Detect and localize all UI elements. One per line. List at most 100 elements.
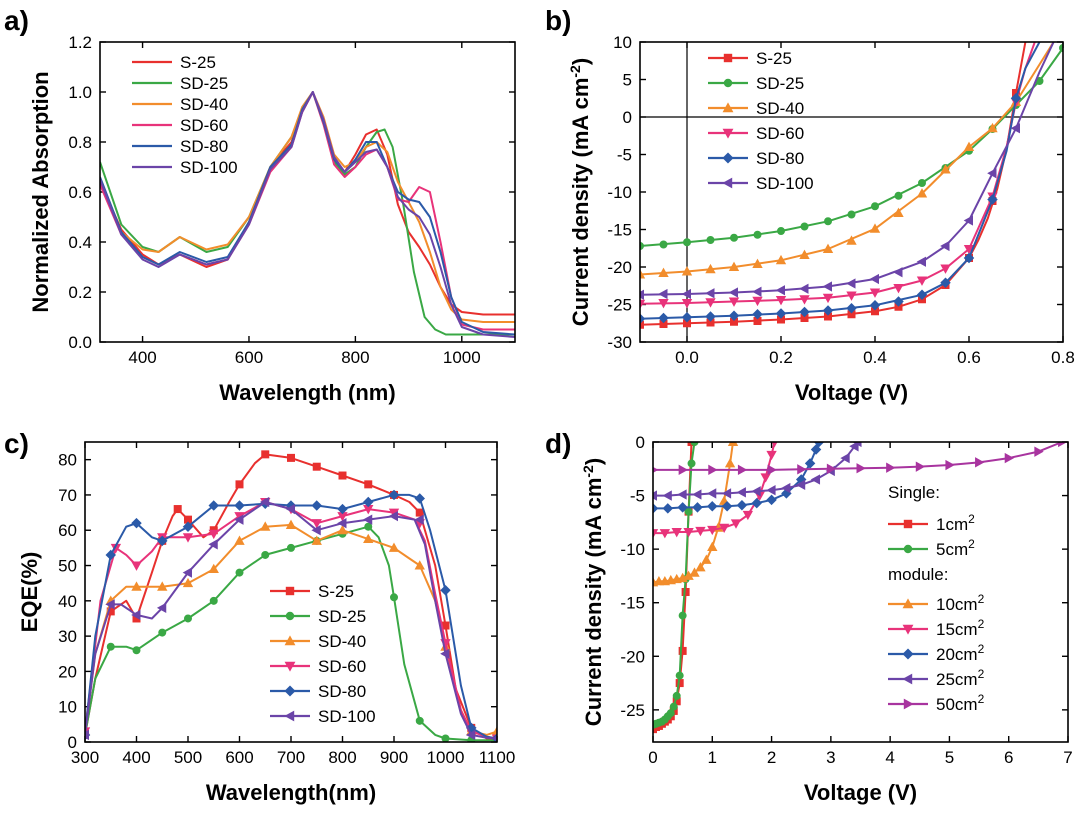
legend-marker	[285, 586, 295, 596]
series-sd-100	[85, 496, 497, 742]
data-point	[182, 577, 194, 588]
legend-label: S-25	[756, 49, 792, 68]
y-tick-label: 0	[623, 108, 632, 127]
x-tick-label: 6	[1004, 748, 1013, 767]
legend-label: 50cm2	[936, 692, 985, 714]
legend-marker	[903, 544, 913, 554]
data-point	[235, 480, 244, 489]
data-point	[662, 503, 674, 514]
series-sd-100	[100, 91, 515, 338]
data-point	[658, 288, 668, 300]
legend-marker	[285, 611, 295, 621]
series-line	[640, 42, 1041, 320]
panel-label: d)	[545, 428, 571, 459]
data-point	[705, 298, 716, 308]
data-point	[675, 671, 684, 680]
data-point	[736, 487, 746, 498]
series-sd-100	[640, 42, 1055, 300]
data-point	[963, 244, 975, 255]
data-point	[106, 642, 115, 651]
x-tick-label: 0.4	[863, 348, 887, 367]
data-point	[441, 734, 450, 742]
y-tick-label: 5	[623, 71, 632, 90]
data-point	[852, 442, 862, 448]
data-point	[963, 252, 975, 264]
data-point	[131, 581, 142, 591]
x-tick-label: 1000	[427, 748, 465, 767]
data-point	[260, 521, 271, 531]
data-point	[707, 541, 718, 551]
data-point	[766, 450, 777, 461]
series-line	[85, 501, 497, 740]
data-point	[736, 499, 748, 511]
data-point	[678, 464, 688, 476]
data-point	[235, 568, 244, 577]
data-point	[718, 523, 730, 534]
data-point	[752, 258, 763, 269]
legend-marker	[284, 635, 296, 646]
x-tick-label: 0.6	[957, 348, 981, 367]
data-point	[653, 577, 659, 587]
data-point	[869, 273, 879, 285]
series-s-25	[85, 450, 497, 742]
data-point	[311, 500, 322, 511]
data-point	[893, 207, 904, 218]
data-point	[131, 609, 141, 621]
data-point	[916, 276, 928, 286]
series-sd-40	[640, 42, 1055, 279]
data-point	[886, 462, 896, 473]
series-line	[640, 42, 1055, 296]
series-line	[100, 91, 515, 336]
data-point	[766, 485, 776, 496]
data-point	[414, 514, 424, 525]
series-line	[85, 525, 497, 742]
data-point	[737, 464, 748, 476]
series-sd-60	[640, 42, 1036, 310]
legend-marker	[284, 685, 296, 697]
x-tick-label: 0.2	[769, 348, 793, 367]
data-point	[1004, 452, 1015, 464]
y-axis-title: Current density (mA cm-2)	[567, 58, 593, 326]
data-point	[810, 444, 822, 455]
data-point	[775, 295, 787, 306]
data-point	[728, 297, 740, 307]
x-tick-label: 800	[328, 748, 356, 767]
data-point	[105, 599, 115, 610]
legend-label: SD-40	[756, 99, 804, 118]
y-axis-title: EQE(%)	[17, 552, 42, 633]
data-point	[659, 529, 671, 539]
data-point	[1010, 123, 1020, 134]
series-line	[653, 442, 776, 535]
data-point	[681, 266, 693, 276]
data-point	[653, 529, 659, 539]
data-point	[846, 235, 857, 245]
data-point	[869, 223, 881, 233]
x-tick-label: 0.0	[675, 348, 699, 367]
series-10cm	[653, 442, 739, 587]
y-tick-label: -5	[617, 146, 632, 165]
legend-marker	[902, 648, 914, 660]
data-point	[916, 188, 928, 198]
data-point	[683, 528, 694, 538]
x-tick-label: 500	[174, 748, 202, 767]
data-point	[766, 494, 777, 506]
data-point	[208, 539, 218, 550]
data-point	[158, 628, 167, 637]
legend-marker	[722, 128, 734, 139]
data-point	[940, 164, 951, 174]
series-sd-25	[640, 44, 1063, 250]
legend-label: 1cm2	[936, 512, 975, 534]
data-point	[208, 563, 219, 574]
data-point	[797, 464, 807, 475]
data-point	[671, 528, 682, 538]
y-tick-label: 0.0	[68, 333, 92, 352]
data-point	[659, 240, 668, 249]
series-sd-80	[100, 91, 515, 336]
series-sd-60	[100, 91, 515, 331]
plot-frame	[84, 441, 498, 743]
data-point	[362, 514, 373, 525]
data-point	[208, 529, 219, 540]
data-point	[728, 310, 740, 321]
data-point	[707, 525, 718, 536]
series-line	[85, 501, 497, 740]
